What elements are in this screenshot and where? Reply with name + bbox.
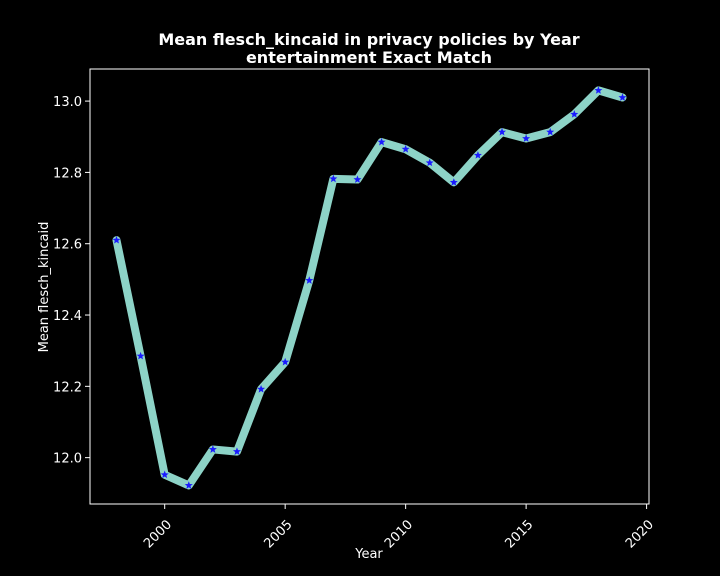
data-point-marker	[401, 145, 410, 153]
y-axis-ticks: 12.0 12.2 12.4 12.6 12.8 13.0	[53, 95, 90, 467]
y-axis-label: Mean flesch_kincaid	[37, 222, 52, 353]
data-point-marker	[425, 158, 434, 167]
data-point-marker	[329, 174, 338, 183]
y-tick-label: 12.8	[53, 166, 82, 181]
y-tick-label: 12.4	[53, 309, 82, 324]
data-point-marker	[112, 235, 121, 244]
data-point-marker	[184, 481, 193, 489]
plot-area-border	[89, 68, 650, 505]
data-point-marker	[353, 175, 362, 183]
axes-frame	[89, 68, 650, 505]
data-point-marker	[498, 127, 507, 136]
data-point-marker	[522, 134, 531, 142]
data-point-marker	[449, 178, 458, 186]
y-tick-label: 12.6	[53, 238, 82, 253]
series-line	[112, 86, 627, 490]
data-point-marker	[570, 110, 579, 118]
chart-title-line2: entertainment Exact Match	[246, 48, 492, 67]
data-point-marker	[546, 127, 555, 136]
chart-title-line1: Mean flesch_kincaid in privacy policies …	[158, 30, 579, 49]
y-tick-label: 13.0	[53, 95, 82, 110]
data-point-marker	[160, 470, 169, 479]
y-tick-label: 12.0	[53, 452, 82, 467]
data-point-marker	[473, 151, 482, 159]
y-tick-label: 12.2	[53, 380, 82, 395]
data-point-marker	[305, 276, 314, 284]
x-axis-label: Year	[354, 547, 383, 562]
data-point-marker	[136, 351, 145, 360]
data-point-marker	[208, 445, 217, 453]
data-point-marker	[377, 137, 386, 146]
data-point-marker	[281, 357, 290, 366]
data-point-marker	[257, 384, 266, 393]
data-point-marker	[618, 93, 627, 101]
series-layer	[112, 86, 627, 490]
data-point-marker	[232, 447, 241, 455]
data-point-marker	[594, 86, 603, 94]
